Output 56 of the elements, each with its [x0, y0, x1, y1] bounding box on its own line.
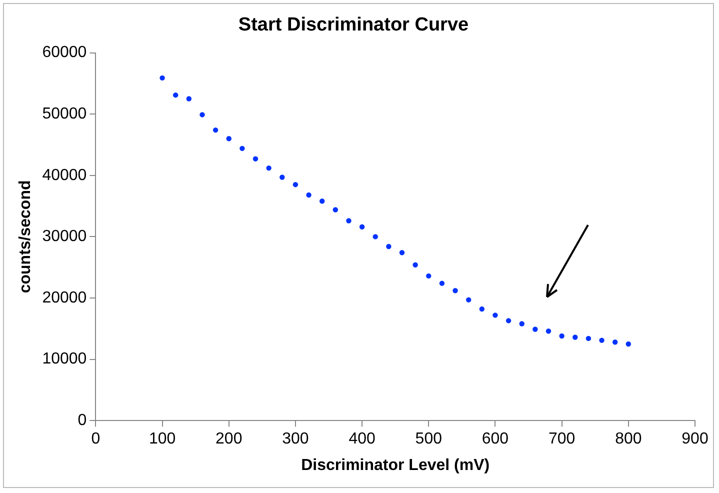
point: [492, 312, 498, 318]
y-tick-label: 60000: [42, 44, 87, 62]
point: [252, 156, 258, 162]
y-tick-label: 50000: [42, 106, 87, 123]
y-tick-label: 10000: [42, 350, 87, 368]
point: [200, 112, 205, 118]
point: [240, 146, 245, 152]
point: [173, 92, 178, 98]
x-tick-label: 200: [216, 430, 242, 448]
point: [212, 127, 218, 133]
x-tick-label: 100: [148, 430, 176, 448]
x-tick-label: 900: [682, 430, 708, 448]
point: [612, 340, 618, 345]
point: [160, 75, 165, 81]
x-axis-title: Discriminator Level (mV): [301, 456, 490, 474]
y-tick-label: 30000: [42, 228, 87, 246]
point: [559, 333, 564, 339]
x-tick-label: 400: [348, 430, 376, 448]
point: [426, 273, 432, 279]
point: [306, 192, 312, 198]
point: [399, 250, 405, 256]
point: [546, 328, 552, 334]
point: [599, 338, 604, 343]
point: [439, 280, 445, 286]
point: [186, 96, 192, 102]
point: [280, 174, 285, 180]
x-tick-label: 300: [282, 430, 309, 448]
y-tick-label: 0: [78, 412, 87, 430]
y-axis-title: counts/second: [17, 180, 34, 294]
x-tick-label: 600: [482, 430, 509, 448]
y-tick-label: 40000: [42, 166, 87, 184]
y-tick-label: 20000: [42, 289, 87, 306]
point: [412, 262, 418, 268]
x-tick-label: 500: [415, 430, 442, 448]
point: [532, 326, 538, 332]
point: [452, 288, 458, 294]
point: [466, 297, 472, 302]
chart-title: Start Discriminator Curve: [238, 14, 469, 36]
point: [292, 182, 298, 188]
point: [572, 334, 578, 340]
x-tick-label: 800: [615, 430, 642, 448]
point: [386, 244, 392, 250]
point: [519, 321, 524, 326]
point: [320, 198, 325, 204]
point: [506, 318, 512, 324]
point: [626, 341, 632, 347]
point: [586, 336, 592, 342]
point: [359, 224, 365, 230]
x-tick-label: 700: [548, 430, 576, 448]
point: [372, 234, 378, 240]
point: [226, 136, 232, 142]
point: [479, 306, 485, 312]
point: [346, 218, 352, 224]
point: [266, 165, 272, 171]
x-tick-label: 0: [91, 430, 100, 448]
point: [332, 207, 338, 212]
